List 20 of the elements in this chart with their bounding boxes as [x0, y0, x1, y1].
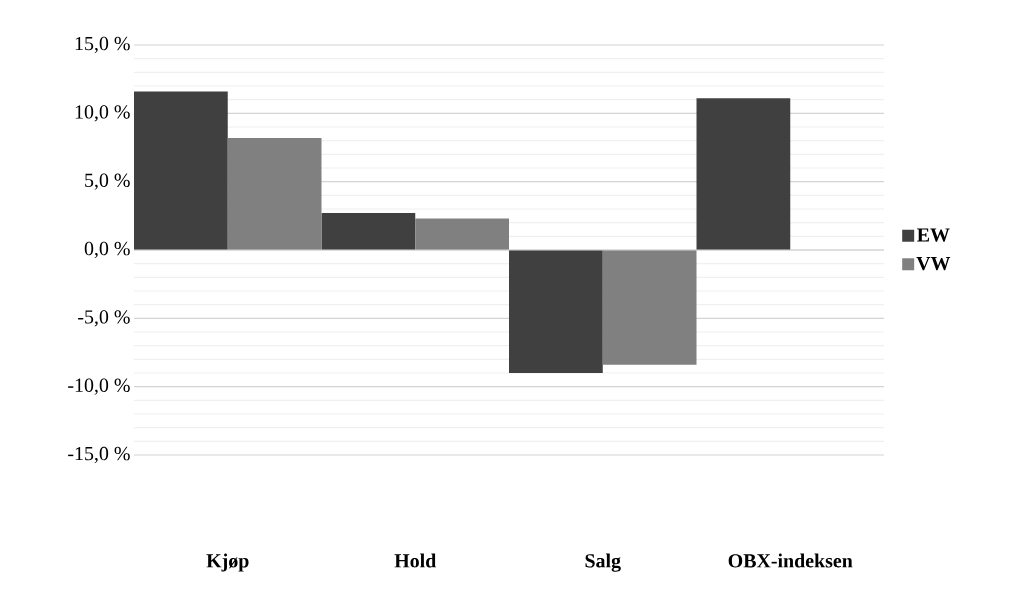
x-tick-label: OBX-indeksen	[728, 553, 853, 568]
bar	[602, 250, 697, 365]
legend-label: EW	[917, 228, 950, 242]
y-tick-label: 5,0 %	[85, 173, 130, 190]
y-tick-label: 10,0 %	[75, 105, 130, 122]
y-tick-label: -5,0 %	[78, 310, 130, 327]
x-tick-label: Kjøp	[206, 553, 249, 572]
bar	[227, 137, 322, 250]
bar	[415, 218, 509, 250]
legend-label: VW	[916, 256, 951, 271]
y-tick-label: 0,0 %	[84, 241, 130, 259]
bar	[134, 91, 228, 250]
y-tick-label: -15,0 %	[68, 446, 130, 464]
bar	[321, 213, 416, 250]
y-tick-label: -10,0 %	[68, 378, 130, 395]
x-tick-label: Salg	[585, 553, 621, 572]
x-tick-label: Hold	[394, 553, 437, 568]
bar	[509, 250, 603, 373]
bar	[696, 98, 791, 250]
y-tick-label: 15,0 %	[75, 36, 130, 54]
